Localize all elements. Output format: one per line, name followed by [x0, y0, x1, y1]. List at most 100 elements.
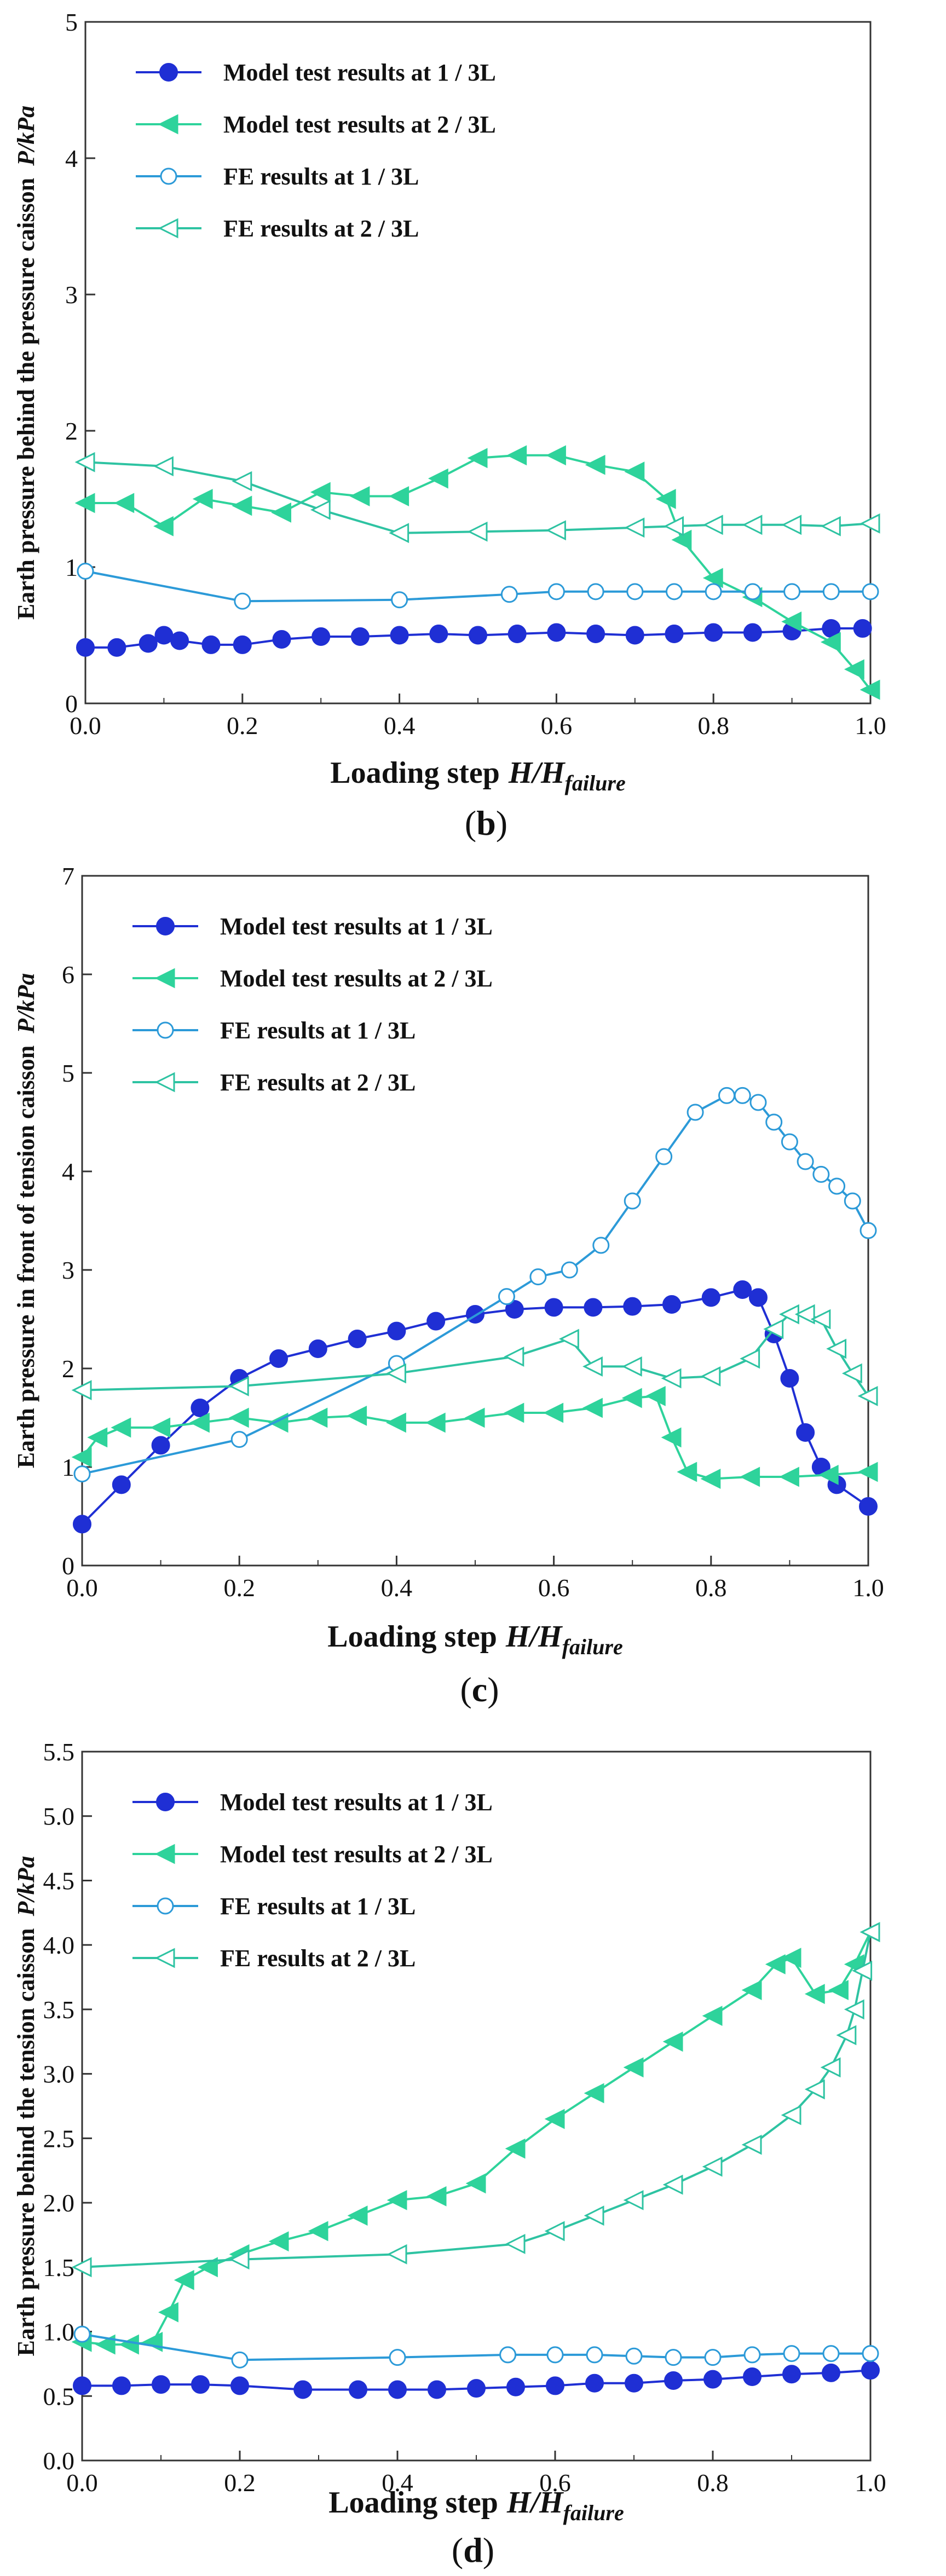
data-point	[733, 1280, 752, 1299]
data-point	[779, 1466, 799, 1487]
data-point	[119, 2334, 139, 2355]
data-point	[862, 583, 879, 600]
data-point	[114, 493, 135, 513]
data-point	[425, 1412, 446, 1433]
x-axis-label: Loading step H/Hfailure	[327, 1620, 622, 1659]
x-axis-label: Loading step H/Hfailure	[330, 756, 625, 795]
data-point	[464, 1407, 485, 1428]
data-point	[822, 2345, 840, 2363]
data-point	[232, 495, 252, 516]
data-point	[546, 445, 566, 466]
y-tick-label: 2.5	[43, 2124, 75, 2152]
data-point	[662, 1295, 681, 1314]
series-line	[82, 1932, 872, 2268]
x-axis-label-var: H/H	[508, 756, 566, 790]
data-point	[703, 2370, 722, 2389]
data-point	[743, 2367, 762, 2386]
data-point	[585, 454, 605, 475]
data-point	[587, 583, 604, 600]
data-point	[307, 1407, 328, 1428]
data-point	[740, 1466, 760, 1487]
y-tick-label: 2.0	[43, 2189, 75, 2217]
caption-paren-close: )	[496, 804, 507, 842]
data-point	[142, 2331, 163, 2352]
data-point	[828, 1177, 846, 1195]
data-point	[582, 1397, 603, 1418]
legend-label: Model test results at 2 / 3L	[220, 1841, 493, 1868]
data-point	[741, 1980, 762, 2001]
data-point	[734, 1087, 751, 1104]
legend-swatch-marker	[154, 1072, 175, 1093]
y-tick-label: 0	[65, 690, 78, 718]
data-point	[671, 529, 692, 550]
data-point	[112, 1475, 131, 1494]
data-point	[661, 1368, 682, 1389]
legend-swatch-marker	[154, 1844, 175, 1864]
data-point	[308, 2221, 328, 2242]
data-point	[812, 1165, 830, 1183]
data-point	[230, 1431, 248, 1448]
data-point	[743, 623, 762, 642]
y-tick-label: 6	[62, 961, 74, 989]
data-point	[826, 1338, 847, 1359]
data-point	[347, 2205, 368, 2226]
x-tick-label: 0.6	[539, 2469, 571, 2497]
data-point	[860, 679, 880, 700]
series-1	[73, 2361, 880, 2399]
data-point	[310, 482, 331, 503]
x-tick-label: 0.6	[541, 712, 573, 740]
data-point	[389, 486, 409, 506]
data-point	[782, 2365, 801, 2384]
data-point	[499, 2346, 517, 2364]
data-point	[500, 586, 518, 603]
y-axis-label-unit: P/kPa	[13, 973, 39, 1034]
data-point	[152, 2375, 170, 2394]
x-axis-label: Loading step H/Hfailure	[328, 2486, 624, 2525]
data-point	[293, 2380, 313, 2399]
data-point	[857, 1462, 878, 1482]
y-axis-label-text: Earth pressure behind the tension caisso…	[13, 1928, 39, 2356]
data-point	[783, 2345, 800, 2363]
data-point	[741, 2134, 762, 2155]
legend-label: Model test results at 2 / 3L	[223, 111, 496, 138]
data-point	[191, 2375, 210, 2394]
data-point	[87, 1427, 108, 1448]
data-point	[170, 631, 189, 650]
data-point	[822, 583, 840, 600]
data-point	[836, 2025, 857, 2046]
data-point	[387, 2244, 407, 2265]
legend-label: FE results at 2 / 3L	[220, 1069, 416, 1096]
data-point	[426, 1312, 446, 1331]
x-tick-label: 0.4	[382, 2469, 413, 2497]
data-point	[558, 1329, 579, 1349]
data-point	[107, 638, 126, 657]
y-tick-label: 1.5	[43, 2254, 75, 2282]
data-point	[822, 2363, 840, 2382]
data-point	[661, 1427, 682, 1448]
y-tick-label: 2	[65, 417, 78, 445]
data-point	[820, 2057, 841, 2078]
x-tick-label: 0.0	[70, 712, 101, 740]
data-point	[272, 629, 291, 649]
data-point	[391, 591, 408, 609]
data-point	[546, 2346, 564, 2364]
x-tick-label: 0.8	[695, 1574, 727, 1602]
y-tick-label: 1	[62, 1453, 74, 1481]
data-point	[744, 583, 762, 600]
series-1	[76, 619, 872, 657]
legend-label: Model test results at 1 / 3L	[220, 1789, 493, 1816]
data-point	[73, 2325, 91, 2343]
y-tick-label: 3	[62, 1256, 74, 1284]
legend: Model test results at 1 / 3L Model test r…	[136, 59, 496, 242]
legend-swatch-marker	[156, 1793, 175, 1811]
data-point	[154, 626, 174, 645]
data-point	[797, 1153, 814, 1170]
data-point	[584, 1298, 603, 1317]
data-point	[655, 489, 676, 509]
series-line	[85, 454, 872, 691]
data-point	[852, 1960, 873, 1981]
data-point	[505, 2138, 526, 2159]
caption-letter: c	[472, 1670, 487, 1709]
data-point	[664, 2371, 683, 2390]
y-tick-label: 5.5	[43, 1738, 75, 1766]
